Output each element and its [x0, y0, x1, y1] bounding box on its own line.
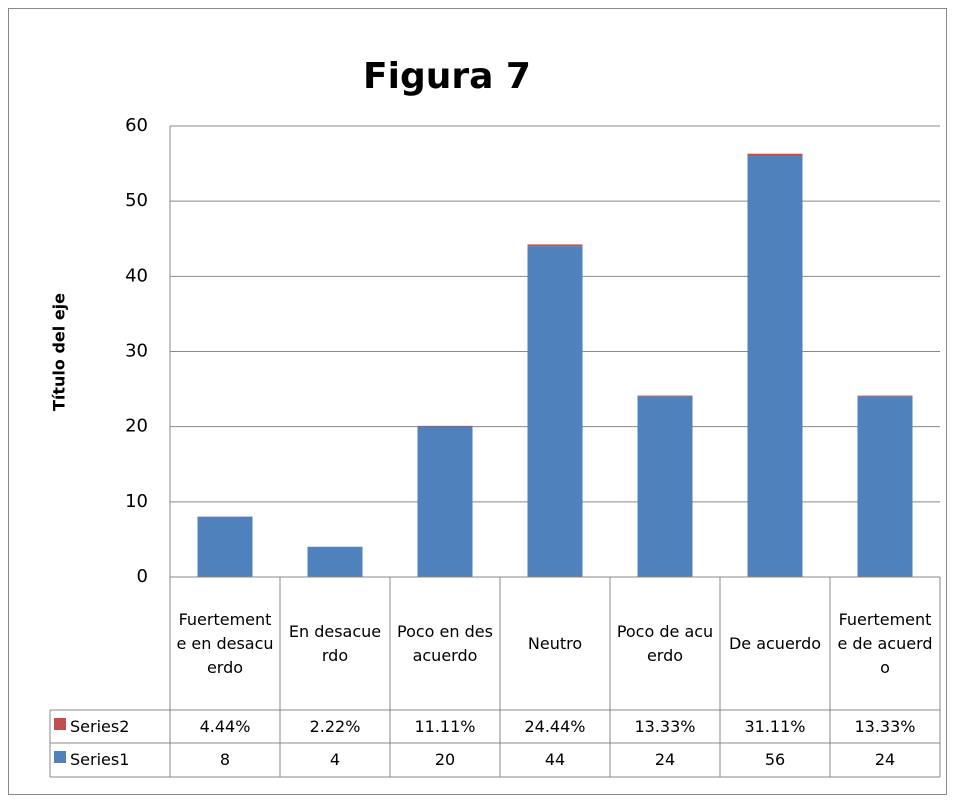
y-axis-title: Título del eje [50, 293, 69, 411]
legend-key [54, 751, 66, 763]
table-value: 4 [329, 750, 341, 769]
table-value: 31.11% [744, 716, 806, 736]
bar-segment [417, 426, 473, 577]
x-tick-label: De acuerdo [728, 633, 822, 653]
x-tick-label: Poco de acuerdo [616, 621, 714, 665]
bar-segment [857, 396, 913, 577]
y-tick-label: 50 [125, 190, 148, 211]
table-value: 13.33% [634, 716, 696, 736]
bar-segment [747, 153, 803, 157]
bar-segment [637, 396, 693, 577]
y-tick-label: 0 [137, 566, 148, 587]
bar-segment [637, 395, 693, 397]
bar-segment [857, 395, 913, 397]
legend-key [54, 718, 66, 730]
x-tick-label: Poco en desacuerdo [397, 621, 493, 665]
table-value: 8 [219, 750, 231, 769]
table-value: 13.33% [854, 716, 916, 736]
y-tick-label: 20 [125, 416, 148, 437]
bar-segment [417, 425, 473, 427]
bar-segment [747, 156, 803, 578]
x-tick-label: Fuertemente de acuerdo [837, 609, 933, 677]
chart-title: Figura 7 [363, 56, 531, 97]
x-tick-label: Neutro [527, 633, 583, 653]
legend-label: Series1 [70, 750, 130, 769]
x-tick-label: En desacuerdo [288, 621, 382, 665]
table-value: 44 [544, 750, 566, 769]
table-value: 24.44% [524, 716, 586, 736]
bar-segment [197, 516, 253, 577]
table-value: 24 [654, 750, 676, 769]
y-tick-label: 30 [125, 341, 148, 362]
bar-segment [527, 246, 583, 577]
table-value: 11.11% [414, 716, 476, 736]
x-tick-label: Fuertemente en desacuerdo [176, 609, 274, 677]
table-value: 56 [764, 750, 786, 769]
bar-segment [527, 244, 583, 247]
table-value: 24 [874, 750, 896, 769]
table-value: 20 [434, 750, 456, 769]
bar-segment [307, 546, 363, 577]
y-tick-label: 60 [125, 115, 148, 136]
y-tick-label: 10 [125, 491, 148, 512]
y-tick-label: 40 [125, 265, 148, 286]
table-value: 4.44% [199, 716, 251, 736]
table-value: 2.22% [309, 716, 361, 736]
legend-label: Series2 [70, 716, 130, 736]
